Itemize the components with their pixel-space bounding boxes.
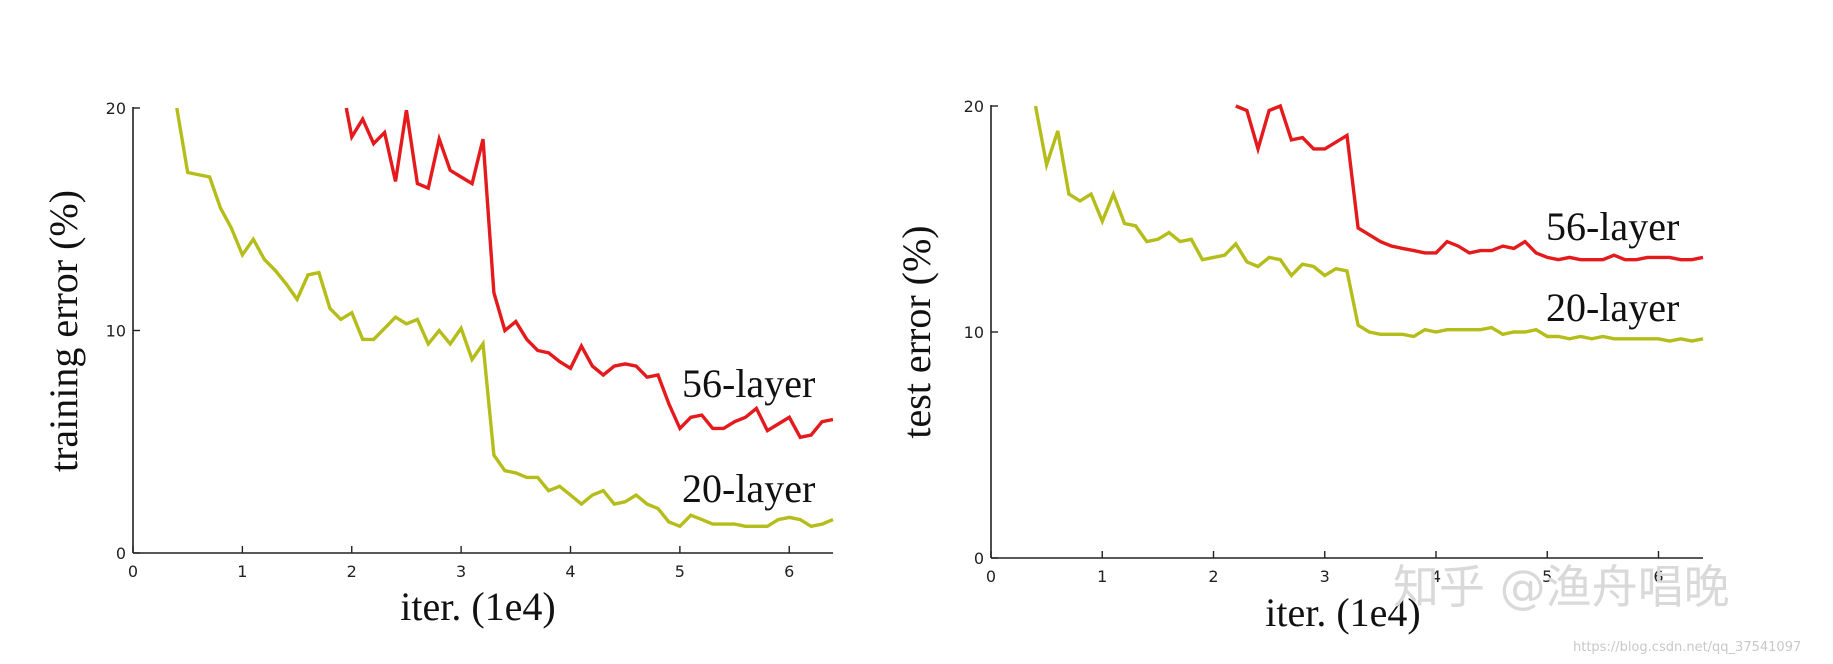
watermark-url: https://blog.csdn.net/qq_37541097 xyxy=(1573,640,1801,655)
series-line-56-layer xyxy=(1235,103,1704,262)
watermark-text: 知乎 @渔舟唱晚 xyxy=(1393,560,1730,614)
x-tick-label: 2 xyxy=(347,562,357,581)
x-tick-label: 3 xyxy=(1320,567,1330,586)
series-label-56-layer: 56-layer xyxy=(1546,204,1679,249)
x-tick-label: 0 xyxy=(986,567,996,586)
series-line-20-layer xyxy=(175,107,834,529)
x-axis-label: iter. (1e4) xyxy=(1265,590,1421,635)
y-tick-label: 0 xyxy=(116,544,126,563)
y-tick-label: 0 xyxy=(974,549,984,568)
x-tick-label: 3 xyxy=(456,562,466,581)
training-error-chart: 0 1 2 3 4 5 6 0 10 20 iter. (1e4) training error (%… xyxy=(41,99,834,629)
series-line-20-layer xyxy=(1033,105,1704,343)
series-line-56-layer xyxy=(344,107,834,440)
x-tick-label: 5 xyxy=(1542,567,1552,586)
x-tick-label: 1 xyxy=(1097,567,1107,586)
x-tick-label: 4 xyxy=(1431,567,1441,586)
x-axis-label: iter. (1e4) xyxy=(400,584,556,629)
series-label-56-layer: 56-layer xyxy=(682,361,815,406)
x-tick-label: 4 xyxy=(565,562,575,581)
test-error-chart: 0 1 2 3 4 5 6 0 10 20 iter. (1e4) test error (%) 56-… xyxy=(894,97,1704,635)
y-tick-label: 10 xyxy=(106,322,126,341)
x-tick-label: 2 xyxy=(1208,567,1218,586)
x-tick-label: 5 xyxy=(675,562,685,581)
x-tick-label: 6 xyxy=(784,562,794,581)
x-tick-label: 1 xyxy=(237,562,247,581)
y-tick-label: 10 xyxy=(964,323,984,342)
x-tick-label: 0 xyxy=(128,562,138,581)
y-axis-label: training error (%) xyxy=(41,190,86,472)
series-label-20-layer: 20-layer xyxy=(682,466,815,511)
series-label-20-layer: 20-layer xyxy=(1546,285,1679,330)
y-axis-label: test error (%) xyxy=(894,225,939,438)
x-tick-label: 6 xyxy=(1653,567,1663,586)
y-tick-label: 20 xyxy=(964,97,984,116)
y-tick-label: 20 xyxy=(106,99,126,118)
